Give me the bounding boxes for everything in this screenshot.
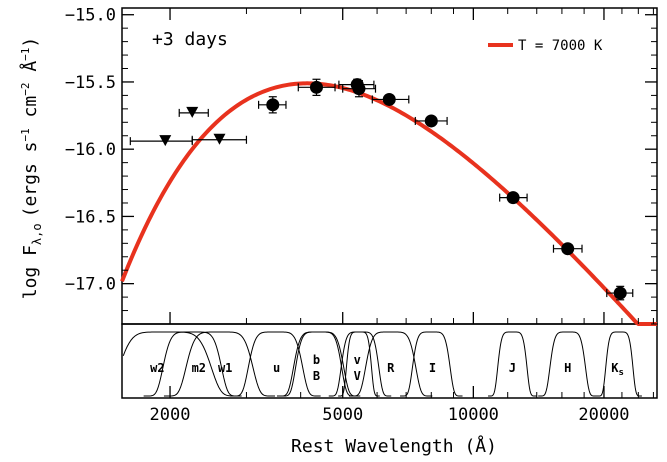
filter-label-V: V xyxy=(354,369,361,383)
filter-curve-m2 xyxy=(143,331,241,397)
filter-label-text: K xyxy=(611,361,619,375)
filter-label-w1: w1 xyxy=(218,361,232,375)
filter-label-u: u xyxy=(273,361,280,375)
y-label-exp2: −2 xyxy=(19,83,32,96)
detection-marker xyxy=(382,92,396,106)
upper-limit-point xyxy=(191,133,248,145)
filter-label-v: v xyxy=(354,353,361,367)
filter-curve-H xyxy=(538,331,598,397)
filter-label-H: H xyxy=(564,361,571,375)
detection-marker xyxy=(266,98,280,112)
detection-marker xyxy=(613,286,627,300)
y-tick-label: −15.5 xyxy=(65,73,116,93)
upper-limit-marker xyxy=(159,135,172,147)
detection-point xyxy=(414,114,448,128)
plot-frame xyxy=(121,7,658,399)
y-label-close: ) xyxy=(20,37,41,48)
detection-marker xyxy=(561,242,575,256)
x-tick-label: 10000 xyxy=(448,405,499,425)
detection-marker xyxy=(309,80,323,94)
filter-label-text: J xyxy=(509,361,516,375)
filter-panel-border xyxy=(121,323,658,399)
filter-curve-V xyxy=(328,331,392,397)
detection-point xyxy=(342,80,377,98)
plot-border xyxy=(121,7,658,325)
filter-label-text: w1 xyxy=(218,361,232,375)
filter-label-b: b xyxy=(313,353,320,367)
filter-label-I: I xyxy=(429,361,436,375)
x-tick-label: 5000 xyxy=(322,405,363,425)
filter-label-text: b xyxy=(313,353,320,367)
detection-point xyxy=(258,96,287,114)
upper-limit-marker xyxy=(213,133,226,145)
y-axis-label: log Fλ,o(ergs s−1 cm−2 Å−1) xyxy=(19,37,44,300)
y-label-sub: λ,o xyxy=(30,223,44,245)
filter-label-Ks: Ks xyxy=(611,361,624,378)
upper-limit-marker xyxy=(186,106,199,118)
filter-curve-u xyxy=(230,331,321,397)
filter-label-text: u xyxy=(273,361,280,375)
detection-marker xyxy=(506,191,520,205)
y-label-units: (ergs s xyxy=(20,142,41,218)
filter-label-text: v xyxy=(354,353,361,367)
filter-curve-I xyxy=(400,331,463,397)
detection-point xyxy=(371,92,410,106)
filter-label-text: V xyxy=(354,369,361,383)
filter-label-m2: m2 xyxy=(192,361,206,375)
filter-label-sub: s xyxy=(619,368,624,378)
detection-point xyxy=(606,285,634,301)
data-points xyxy=(129,78,634,301)
y-tick-label: −16.0 xyxy=(65,140,116,160)
x-axis-label: Rest Wavelength (Å) xyxy=(291,435,497,457)
filter-label-text: R xyxy=(387,361,395,375)
filter-curve-w1 xyxy=(163,331,276,397)
legend-label: T = 7000 K xyxy=(518,38,603,54)
x-tick-label: 20000 xyxy=(578,405,629,425)
model-curve xyxy=(120,81,657,326)
legend: T = 7000 K xyxy=(488,38,603,54)
detection-marker xyxy=(424,114,438,128)
filter-label-text: m2 xyxy=(192,361,206,375)
filter-label-w2: w2 xyxy=(150,361,164,375)
epoch-annotation: +3 days xyxy=(152,29,228,50)
detection-point xyxy=(552,242,583,256)
filter-curve-R xyxy=(349,331,433,397)
upper-limit-point xyxy=(178,106,209,118)
upper-limit-point xyxy=(129,135,193,147)
y-tick-label: −17.0 xyxy=(65,275,116,295)
x-axis-label-text: Rest Wavelength (Å) xyxy=(291,435,497,457)
filter-label-text: H xyxy=(564,361,571,375)
filter-label-J: J xyxy=(509,361,516,375)
filter-curve-B xyxy=(276,331,361,397)
y-tick-label: −16.5 xyxy=(65,207,116,227)
detection-point xyxy=(499,191,528,205)
filter-curve-Ks xyxy=(596,331,642,397)
blackbody-curve xyxy=(120,81,657,326)
y-tick-label: −15.0 xyxy=(65,6,116,26)
y-label-prefix: log F xyxy=(20,245,41,299)
x-tick-label: 2000 xyxy=(150,405,191,425)
filter-label-text: w2 xyxy=(150,361,164,375)
filter-curve-J xyxy=(488,331,537,397)
y-label-ang: Å xyxy=(19,61,41,83)
filter-label-B: B xyxy=(313,369,320,383)
axis-ticks: −15.0 −15.5 −16.0 −16.5 −17.0 2000 5000 10000 20… xyxy=(65,6,657,425)
filter-label-text: I xyxy=(429,361,436,375)
y-label-exp3: −1 xyxy=(19,48,32,61)
filter-label-text: B xyxy=(313,369,320,383)
y-label-exp1: −1 xyxy=(19,128,32,141)
filter-label-R: R xyxy=(387,361,395,375)
detection-marker xyxy=(352,82,366,96)
detection-point xyxy=(297,78,336,97)
y-label-mid: cm xyxy=(20,96,41,129)
